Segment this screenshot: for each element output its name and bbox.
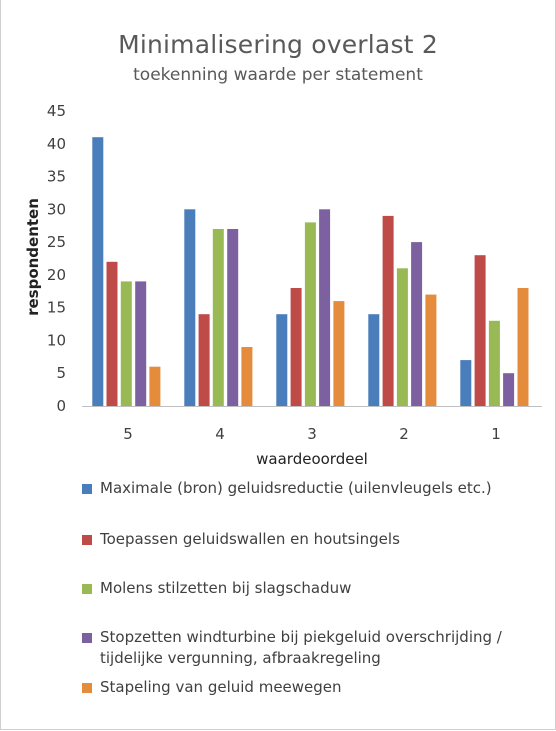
y-tick-label: 0 — [56, 397, 66, 415]
bar — [92, 137, 103, 406]
legend-label: Stopzetten windturbine bij piekgeluid ov… — [100, 627, 540, 669]
y-tick-label: 15 — [47, 299, 66, 317]
y-axis-label: respondenten — [24, 198, 42, 316]
bar — [475, 255, 486, 406]
legend-label: Toepassen geluidswallen en houtsingels — [100, 529, 540, 550]
y-tick-label: 5 — [56, 364, 66, 382]
bar — [305, 222, 316, 406]
bar — [213, 229, 224, 406]
y-tick-label: 35 — [47, 168, 66, 186]
legend-swatch — [82, 683, 92, 693]
x-tick-label: 3 — [307, 425, 317, 443]
bar — [241, 347, 252, 406]
bar — [333, 301, 344, 406]
bar — [319, 209, 330, 406]
bar — [276, 314, 287, 406]
legend-label: Maximale (bron) geluidsreductie (uilenvl… — [100, 478, 540, 499]
y-tick-label: 40 — [47, 135, 66, 153]
legend-swatch — [82, 484, 92, 494]
bar — [489, 321, 500, 406]
bar — [460, 360, 471, 406]
x-tick-label: 2 — [399, 425, 409, 443]
legend-label: Stapeling van geluid meewegen — [100, 677, 540, 698]
bar — [383, 216, 394, 406]
legend-swatch — [82, 535, 92, 545]
x-axis-label: waardeoordeel — [256, 450, 368, 468]
legend-swatch — [82, 633, 92, 643]
bar — [107, 262, 118, 406]
bar — [227, 229, 238, 406]
bar — [425, 295, 436, 406]
bar — [199, 314, 210, 406]
bar — [149, 367, 160, 406]
x-axis-ticks: 5 4 3 2 1 — [123, 425, 501, 443]
bar — [121, 281, 132, 406]
bar — [411, 242, 422, 406]
bar — [184, 209, 195, 406]
bar-chart: 0 5 10 15 20 25 30 35 40 45 5 4 3 2 1 respondenten wa… — [0, 0, 556, 470]
bar — [503, 373, 514, 406]
y-tick-label: 10 — [47, 331, 66, 349]
legend-label: Molens stilzetten bij slagschaduw — [100, 578, 540, 599]
y-axis-ticks: 0 5 10 15 20 25 30 35 40 45 — [47, 102, 66, 415]
y-tick-label: 30 — [47, 200, 66, 218]
y-tick-label: 25 — [47, 233, 66, 251]
bars — [92, 137, 528, 406]
bar — [518, 288, 529, 406]
legend-swatch — [82, 584, 92, 594]
bar — [397, 268, 408, 406]
x-tick-label: 5 — [123, 425, 133, 443]
bar — [135, 281, 146, 406]
y-tick-label: 45 — [47, 102, 66, 120]
x-tick-label: 4 — [215, 425, 225, 443]
bar — [368, 314, 379, 406]
y-tick-label: 20 — [47, 266, 66, 284]
x-tick-label: 1 — [491, 425, 501, 443]
bar — [291, 288, 302, 406]
